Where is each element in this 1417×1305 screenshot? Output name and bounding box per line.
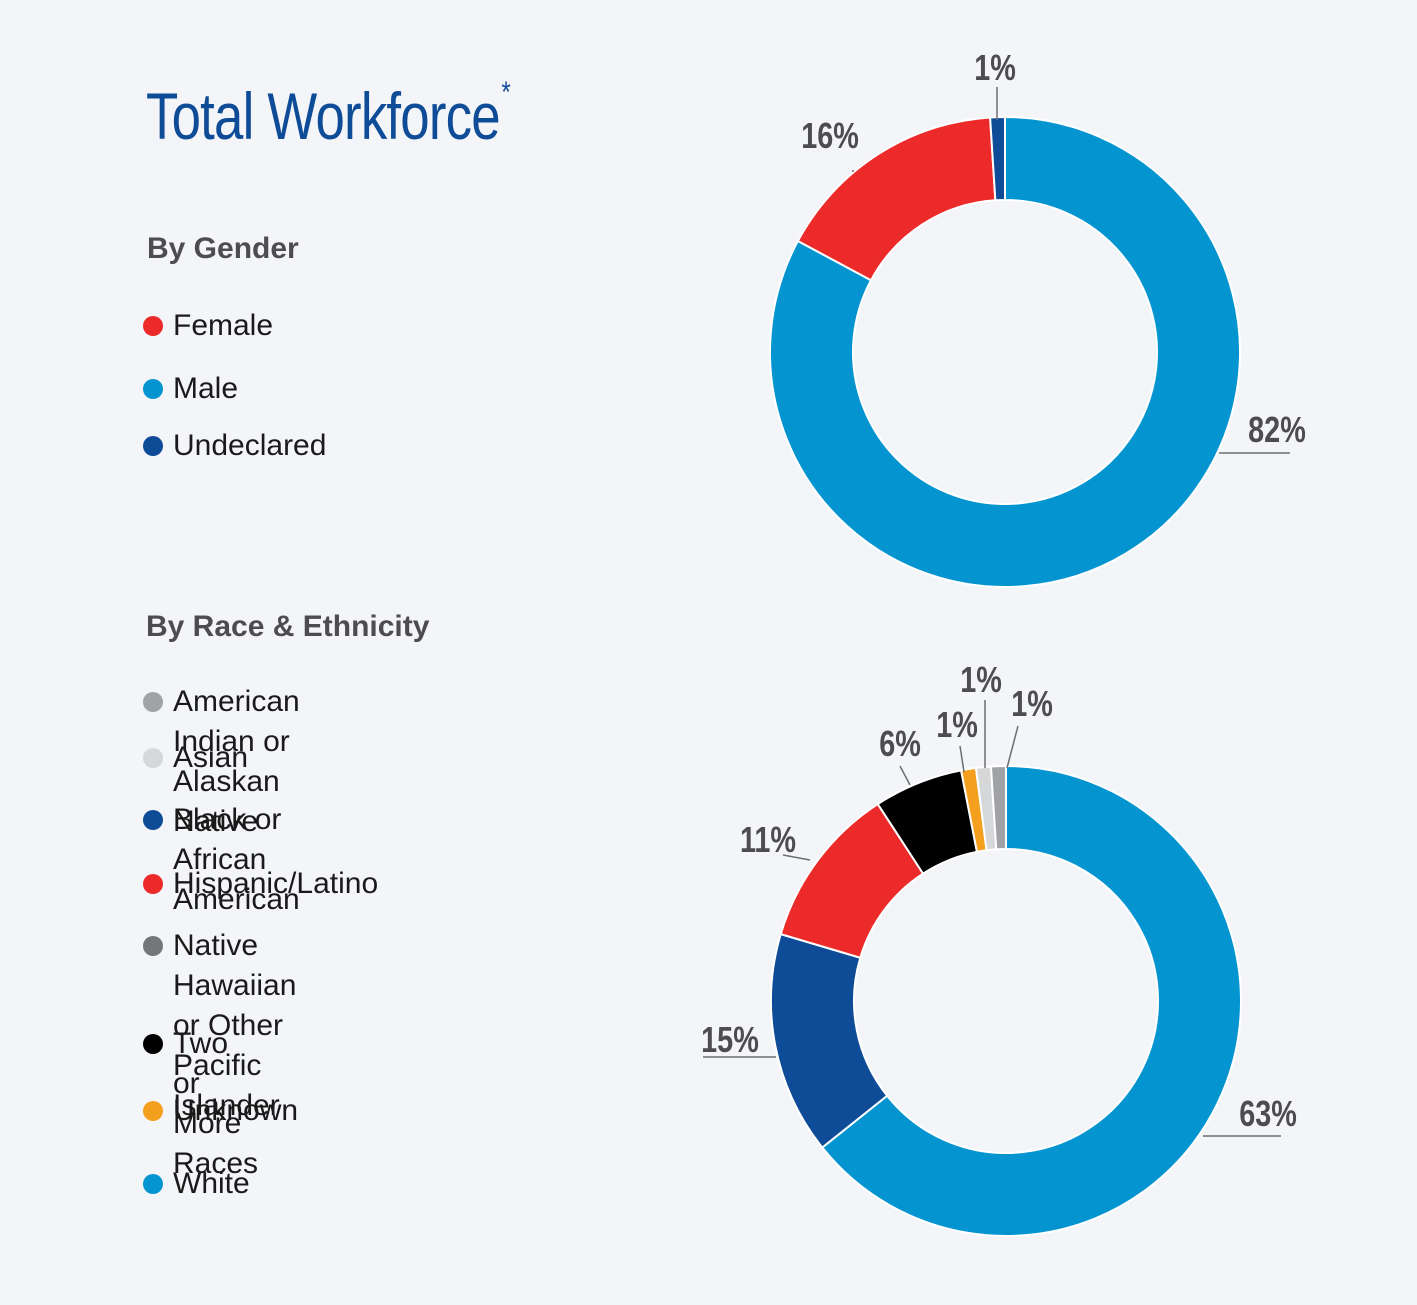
legend-swatch <box>143 936 163 956</box>
legend-item-black-or-african-american: Black or African American <box>143 800 300 920</box>
legend-swatch <box>143 316 163 336</box>
gender-slice-undeclared <box>989 115 1006 202</box>
footnote-marker: * <box>501 76 510 109</box>
race-data-label-white: 63% <box>1239 1093 1297 1134</box>
race-data-label-asian: 1% <box>960 659 1002 700</box>
legend-item-hispanic-latino: Hispanic/Latino <box>143 864 378 904</box>
legend-swatch <box>143 692 163 712</box>
legend-item-asian: Asian <box>143 738 248 778</box>
race-leader-line <box>1006 725 1019 769</box>
legend-label: Female <box>173 309 274 342</box>
legend-label: Unknown <box>173 1094 299 1127</box>
legend-item-white: White <box>143 1164 250 1204</box>
legend-item-two-or-more-races: Two or More Races <box>143 1024 258 1184</box>
race-data-label-two-or-more-races: 6% <box>879 723 921 764</box>
race-slice-white <box>820 764 1242 1237</box>
race-data-label-american-indian-or-alaskan-native: 1% <box>1011 683 1053 724</box>
race-section-heading: By Race & Ethnicity <box>146 610 430 643</box>
legend-label: American Indian or Alaskan Native <box>173 685 300 838</box>
legend-swatch <box>143 1174 163 1194</box>
legend-swatch <box>143 436 163 456</box>
race-slice-american-indian-or-alaskan-native <box>989 764 1007 851</box>
legend-swatch <box>143 874 163 894</box>
legend-swatch <box>143 810 163 830</box>
legend-label: Male <box>173 372 239 405</box>
legend-item-undeclared: Undeclared <box>143 426 326 466</box>
gender-slice-male <box>769 115 1241 588</box>
page-title: Total Workforce* <box>146 76 511 153</box>
gender-data-label-male: 82% <box>1248 409 1306 450</box>
legend-label: Asian <box>173 741 249 774</box>
race-data-label-hispanic-latino: 11% <box>740 819 796 860</box>
gender-data-label-undeclared: 1% <box>974 47 1016 88</box>
legend-label: White <box>173 1167 250 1200</box>
legend-label: Two or More Races <box>173 1027 259 1180</box>
gender-section-heading: By Gender <box>147 232 299 265</box>
legend-swatch <box>143 1034 163 1054</box>
legend-label: Black or African American <box>173 803 300 916</box>
legend-item-male: Male <box>143 369 238 409</box>
legend-swatch <box>143 1101 163 1121</box>
race-leader-line <box>899 765 911 786</box>
legend-label: Undeclared <box>173 429 327 462</box>
legend-item-american-indian-or-alaskan-native: American Indian or Alaskan Native <box>143 682 300 842</box>
race-leader-line <box>782 854 811 861</box>
legend-item-female: Female <box>143 306 273 346</box>
gender-data-label-female: 16% <box>801 115 859 156</box>
legend-swatch <box>143 748 163 768</box>
legend-item-native-hawaiian-or-other-pacific-islander: Native Hawaiian or Other Pacific Islande… <box>143 926 296 1126</box>
race-data-label-black-or-african-american: 15% <box>701 1019 759 1060</box>
race-leader-line <box>959 745 965 773</box>
race-data-label-unknown: 1% <box>936 704 978 745</box>
legend-label: Hispanic/Latino <box>173 867 379 900</box>
legend-label: Native Hawaiian or Other Pacific Islande… <box>173 929 297 1122</box>
legend-swatch <box>143 379 163 399</box>
legend-item-unknown: Unknown <box>143 1091 298 1131</box>
